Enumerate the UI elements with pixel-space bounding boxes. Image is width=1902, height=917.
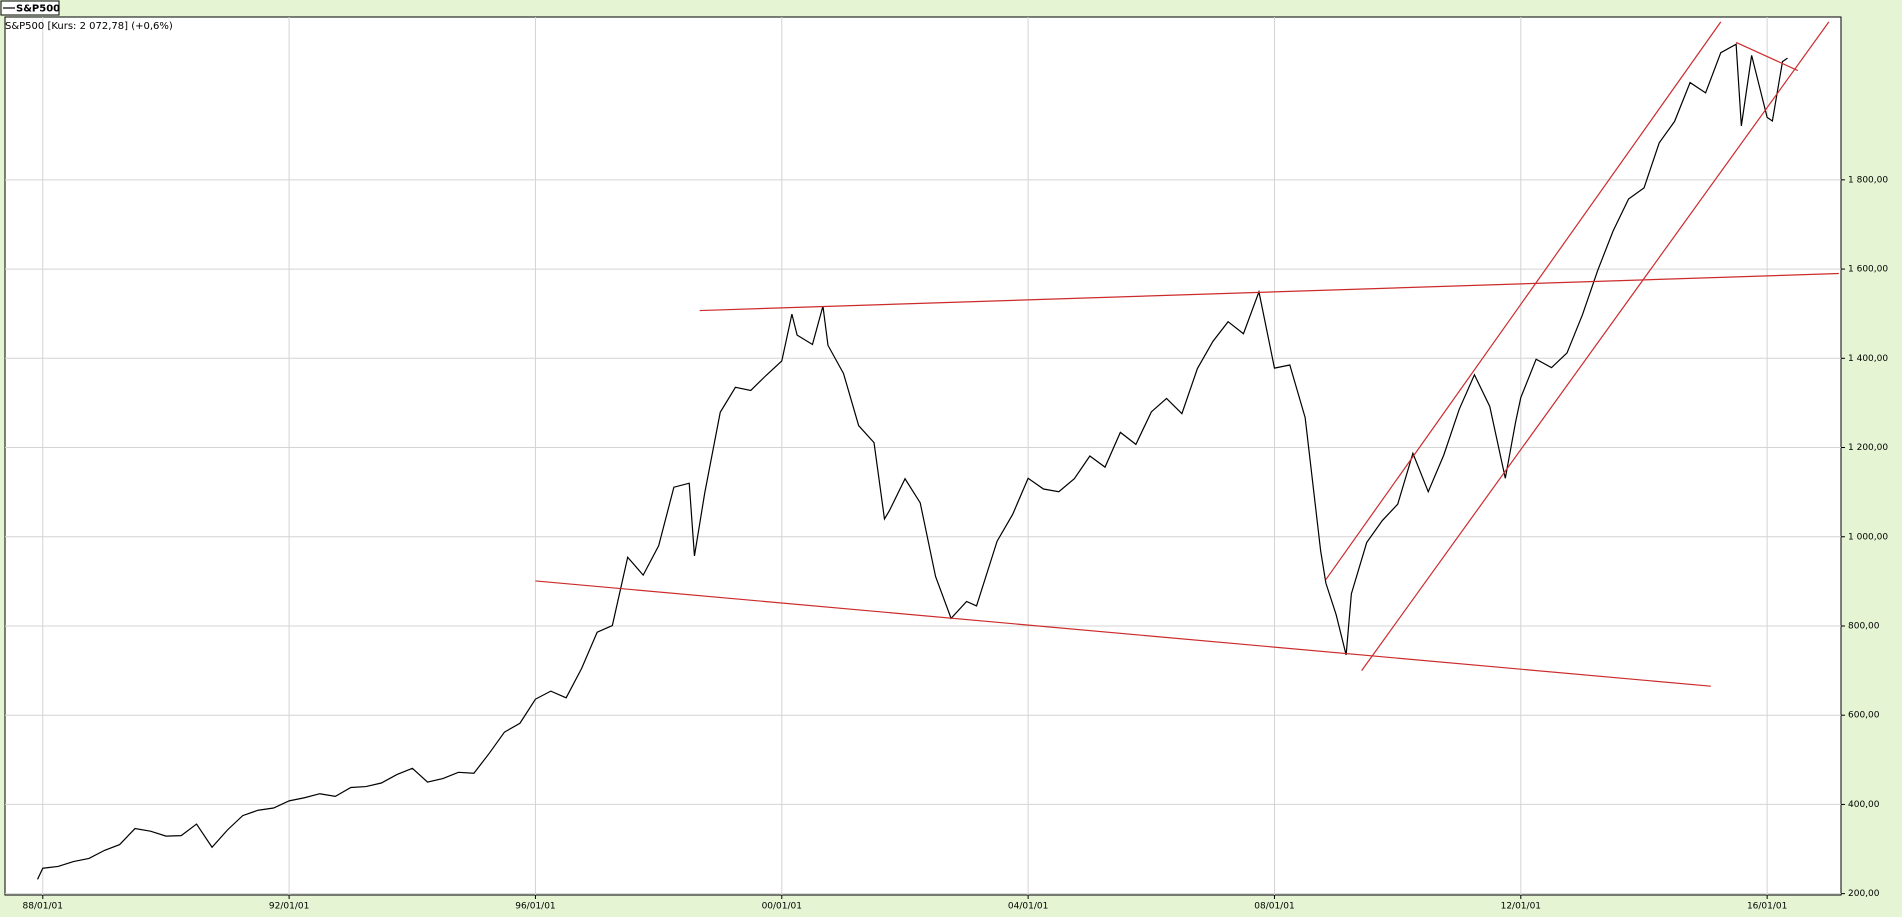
legend-label: S&P500 bbox=[16, 4, 60, 15]
y-tick-label: 400,00 bbox=[1848, 800, 1880, 810]
x-tick-label: 12/01/01 bbox=[1501, 902, 1541, 912]
trend-line bbox=[1735, 41, 1799, 72]
trend-line bbox=[1361, 21, 1830, 671]
trend-line bbox=[1325, 21, 1722, 580]
plot-area bbox=[4, 16, 1842, 896]
x-tick-label: 92/01/01 bbox=[269, 902, 309, 912]
chart-title: S&P500 [Kurs: 2 072,78] (+0,6%) bbox=[5, 21, 173, 32]
y-tick-label: 1 800,00 bbox=[1848, 175, 1888, 185]
y-tick-label: 800,00 bbox=[1848, 621, 1880, 631]
marks bbox=[36, 21, 1839, 880]
legend: S&P500 bbox=[0, 0, 60, 16]
x-tick-label: 16/01/01 bbox=[1747, 902, 1787, 912]
grid bbox=[5, 17, 1841, 895]
x-tick-label: 96/01/01 bbox=[515, 902, 555, 912]
x-tick-label: 04/01/01 bbox=[1008, 902, 1048, 912]
trend-line bbox=[535, 580, 1711, 687]
y-tick-label: 1 400,00 bbox=[1848, 354, 1888, 364]
x-tick-label: 00/01/01 bbox=[762, 902, 802, 912]
legend-box bbox=[0, 0, 60, 16]
y-tick-label: 1 600,00 bbox=[1848, 265, 1888, 275]
y-tick-label: 1 200,00 bbox=[1848, 443, 1888, 453]
series-line bbox=[36, 43, 1788, 880]
x-tick-label: 08/01/01 bbox=[1254, 902, 1294, 912]
x-tick-label: 88/01/01 bbox=[23, 902, 63, 912]
trend-line bbox=[699, 272, 1839, 312]
y-tick-label: 200,00 bbox=[1848, 889, 1880, 899]
y-tick-label: 600,00 bbox=[1848, 711, 1880, 721]
y-tick-label: 1 000,00 bbox=[1848, 532, 1888, 542]
